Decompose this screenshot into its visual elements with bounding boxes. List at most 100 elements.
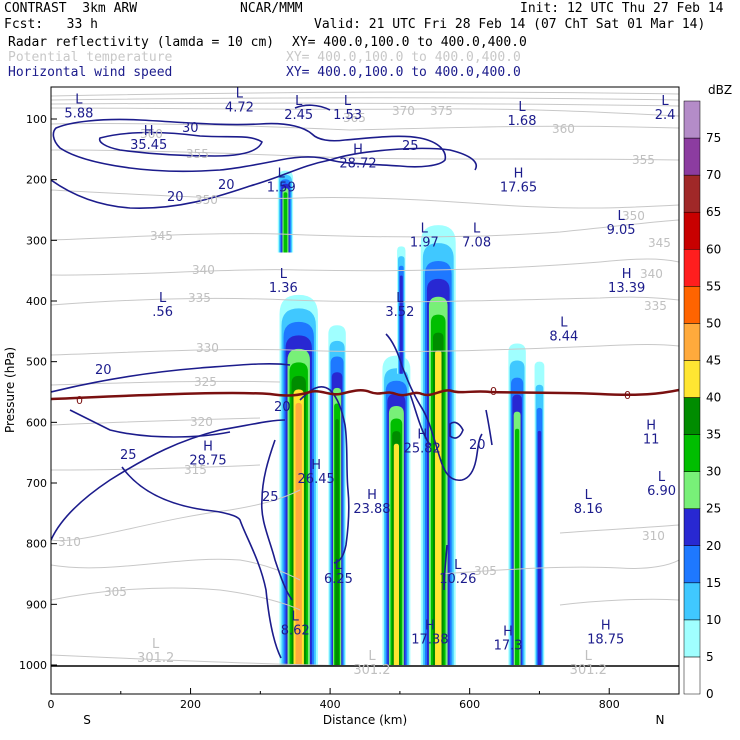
extremum-value: 7.08 xyxy=(462,235,491,250)
extremum-value: 3.52 xyxy=(385,305,414,320)
theta-label: 305 xyxy=(474,564,497,578)
reflectivity-cell xyxy=(435,350,442,665)
theta-label: 315 xyxy=(184,463,207,477)
extremum-value: 1.59 xyxy=(267,181,296,196)
extremum-value: 10.26 xyxy=(439,572,476,587)
field-1-name: Radar reflectivity (lamda = 10 cm) xyxy=(8,35,275,50)
reflectivity-cell xyxy=(515,428,520,665)
extremum-value: 26.45 xyxy=(298,472,335,487)
wind-label: 25 xyxy=(262,490,279,505)
extremum-value: 28.72 xyxy=(339,156,376,171)
extremum-kind: H xyxy=(646,418,656,433)
extremum-kind: L xyxy=(560,315,568,330)
wind-label: 20 xyxy=(95,363,112,378)
extremum-value: 1.97 xyxy=(410,235,439,250)
theta-label: 365 xyxy=(343,111,366,125)
extremum-kind: H xyxy=(417,428,427,443)
extremum-kind: L xyxy=(344,94,352,109)
extremum-kind: L xyxy=(661,94,669,109)
colorbar-label: 15 xyxy=(706,576,721,590)
wind-label: 20 xyxy=(469,438,486,453)
model-title: CONTRAST 3km ARW xyxy=(4,1,138,16)
theta-line xyxy=(51,122,679,131)
theta-line xyxy=(51,587,301,611)
y-tick-label: 300 xyxy=(26,234,47,247)
valid-time: Valid: 21 UTC Fri 28 Feb 14 (07 ChT Sat … xyxy=(314,17,706,32)
colorbar-swatch xyxy=(683,619,701,658)
field-2-name: Potential temperature xyxy=(8,50,173,65)
reflectivity-cell xyxy=(393,443,399,665)
extremum-value: 18.75 xyxy=(587,633,624,648)
theta-line xyxy=(559,598,679,606)
extremum-kind: L xyxy=(585,649,593,664)
extremum-value: 17.65 xyxy=(500,181,537,196)
theta-line xyxy=(51,380,281,386)
wind-label: 20 xyxy=(218,178,235,193)
colorbar-swatch xyxy=(683,471,701,509)
colorbar-label: 70 xyxy=(706,168,721,182)
colorbar-label: 0 xyxy=(706,687,714,701)
x-tick-label: 600 xyxy=(459,698,480,711)
extremum-value: 8.62 xyxy=(281,624,310,639)
colorbar-swatch xyxy=(683,397,701,435)
extremum-value: 5.88 xyxy=(64,107,93,122)
wind-label: 20 xyxy=(167,190,184,205)
extremum-value: 23.88 xyxy=(353,502,390,517)
extremum-kind: L xyxy=(585,488,593,503)
wind-line xyxy=(51,419,286,541)
y-tick-label: 800 xyxy=(26,538,47,551)
theta-line xyxy=(439,559,679,575)
wind-line xyxy=(51,362,291,393)
colorbar-label: 5 xyxy=(706,650,714,664)
extremum-kind: H xyxy=(367,488,377,503)
y-tick-label: 600 xyxy=(26,416,47,429)
theta-line xyxy=(51,489,301,542)
theta-label: 345 xyxy=(150,229,173,243)
theta-label: 360 xyxy=(552,122,575,136)
org-name: NCAR/MMM xyxy=(240,1,303,16)
colorbar-label: 55 xyxy=(706,279,721,293)
extremum-value: 35.45 xyxy=(130,138,167,153)
wind-line xyxy=(449,421,464,439)
y-tick-label: 500 xyxy=(26,356,47,369)
theta-label: 340 xyxy=(192,263,215,277)
extremum-kind: L xyxy=(152,637,160,652)
extremum-kind: L xyxy=(368,649,376,664)
field-1-xy: XY= 400.0,100.0 to 400.0,400.0 xyxy=(292,35,527,50)
extremum-value: 11 xyxy=(643,432,660,447)
freezing-level-label: 0 xyxy=(624,389,631,402)
theta-line xyxy=(51,219,679,241)
extremum-kind: L xyxy=(421,221,429,236)
theta-label: 345 xyxy=(648,236,671,250)
extremum-kind: H xyxy=(622,267,632,282)
extremum-kind: L xyxy=(454,558,462,573)
theta-label: 325 xyxy=(194,375,217,389)
freezing-level-label: 0 xyxy=(490,385,497,398)
wind-line xyxy=(294,104,331,111)
colorbar-swatch xyxy=(683,211,701,250)
extremum-value: 4.72 xyxy=(225,101,254,116)
theta-line xyxy=(51,149,679,161)
wind-line xyxy=(485,409,493,446)
colorbar-label: 20 xyxy=(706,539,721,553)
extremum-kind: L xyxy=(295,94,303,109)
extremum-value: 1.68 xyxy=(508,114,537,129)
colorbar-swatch xyxy=(683,545,701,584)
freezing-level-label: 0 xyxy=(76,394,83,407)
colorbar-label: 25 xyxy=(706,502,721,516)
extremum-value: 301.2 xyxy=(353,663,390,678)
theta-line xyxy=(51,344,679,356)
colorbar-label: 65 xyxy=(706,205,721,219)
extremum-kind: L xyxy=(617,209,625,224)
x-tick-label: 0 xyxy=(48,698,55,711)
x-tick-label: 800 xyxy=(599,698,620,711)
colorbar-swatch xyxy=(683,286,701,324)
extremum-value: 6.90 xyxy=(647,484,676,499)
colorbar-swatch xyxy=(683,656,701,695)
extremum-kind: L xyxy=(473,221,481,236)
x-tick-label: 400 xyxy=(320,698,341,711)
colorbar-swatch xyxy=(683,508,701,546)
wind-line xyxy=(121,466,282,659)
